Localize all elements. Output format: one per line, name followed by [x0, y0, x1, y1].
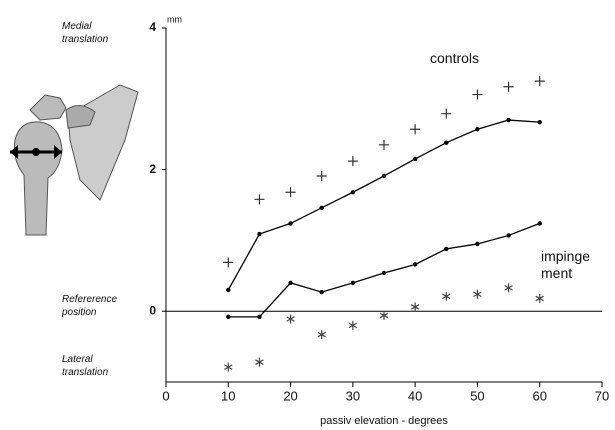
line-point: [475, 127, 480, 132]
medial-label: Medial translation: [62, 21, 109, 45]
star-marker: [504, 283, 513, 293]
controls-label: controls: [430, 50, 480, 66]
y-tick-label: 2: [149, 162, 156, 176]
star-marker: [286, 314, 295, 324]
star-marker: [379, 310, 389, 320]
plus-marker: [534, 76, 545, 87]
line-point: [506, 233, 511, 238]
line-point: [257, 314, 262, 320]
plus-marker: [410, 124, 421, 135]
impingement-label: impinge ment: [541, 248, 591, 281]
star-marker: [255, 357, 264, 367]
star-marker: [535, 293, 544, 303]
line-point: [350, 280, 356, 286]
star-marker: [473, 289, 482, 299]
line-point: [288, 280, 293, 286]
series-line: [228, 222, 540, 318]
line-point: [288, 221, 293, 226]
x-tick-label: 50: [470, 388, 484, 403]
star-marker: [442, 291, 451, 301]
plus-marker: [223, 257, 234, 268]
star-marker: [348, 320, 358, 330]
plus-marker: [316, 170, 327, 181]
x-tick-label: 30: [346, 388, 360, 403]
y-tick-label: 4: [149, 20, 156, 34]
line-point: [319, 289, 324, 295]
line-point: [257, 231, 262, 237]
reference-label: Refererence position: [62, 294, 118, 318]
x-axis-title: passiv elevation - degrees: [320, 415, 448, 427]
x-tick-label: 70: [595, 388, 609, 403]
plus-marker: [472, 89, 483, 100]
line-point: [412, 262, 418, 267]
line-point: [381, 173, 387, 179]
line-point: [475, 241, 480, 247]
line-point: [506, 117, 511, 123]
y-unit: mm: [167, 14, 182, 24]
plus-marker: [347, 156, 358, 167]
line-point: [226, 314, 231, 320]
x-tick-label: 60: [532, 388, 546, 403]
x-tick-label: 0: [162, 388, 169, 403]
star-marker: [224, 362, 233, 372]
line-point: [226, 287, 231, 293]
lateral-label: Lateral translation: [62, 354, 109, 378]
line-point: [412, 156, 418, 162]
plus-marker: [254, 194, 265, 205]
line-point: [319, 205, 324, 211]
star-marker: [317, 330, 326, 340]
line-point: [537, 119, 542, 125]
plus-marker: [379, 139, 389, 150]
plus-marker: [285, 187, 296, 198]
plus-marker: [441, 108, 452, 119]
shoulder-illustration: [10, 84, 139, 236]
plus-marker: [503, 81, 514, 92]
line-point: [537, 221, 542, 226]
line-point: [381, 270, 387, 276]
x-tick-label: 10: [221, 388, 235, 403]
x-tick-label: 40: [408, 388, 422, 403]
y-tick-label: 0: [149, 303, 156, 317]
x-tick-label: 20: [283, 388, 297, 403]
star-marker: [410, 302, 420, 312]
line-point: [444, 140, 449, 145]
line-point: [444, 246, 449, 252]
line-point: [350, 190, 356, 195]
